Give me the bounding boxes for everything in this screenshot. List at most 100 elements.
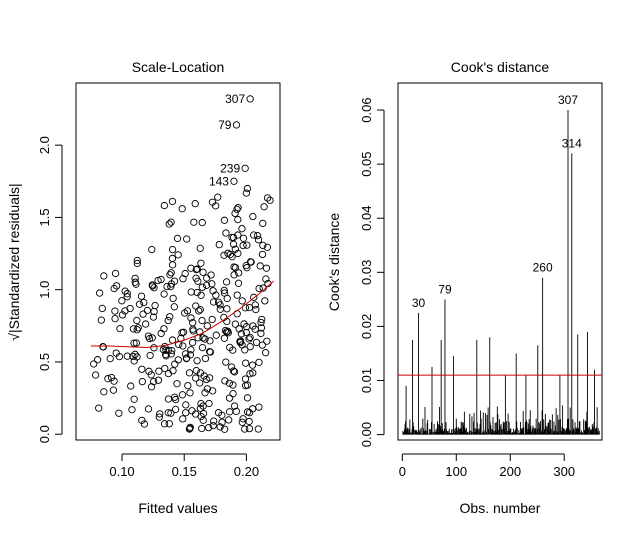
scale-location-point <box>214 298 223 306</box>
scale-location-point <box>255 284 263 293</box>
scale-location-point <box>185 369 194 377</box>
scale-location-point <box>203 274 211 282</box>
scale-location-point <box>162 346 170 354</box>
scale-location-point <box>208 315 216 324</box>
scale-location-y-tick-label: 0.5 <box>37 353 52 371</box>
scale-location-point <box>231 263 240 272</box>
scale-location-point <box>185 425 194 433</box>
scale-location-point <box>173 234 182 243</box>
cooks-distance-x-tick-label: 300 <box>553 464 575 479</box>
scale-location-point <box>252 338 261 347</box>
scale-location-point <box>239 241 247 250</box>
scale-location-point <box>104 375 112 383</box>
scale-location-point <box>235 269 243 277</box>
scale-location-point <box>165 420 173 428</box>
scale-location-point <box>266 196 274 204</box>
scale-location-panel: Scale-Location 0.10 0.15 0.20 0.0 0.5 1.0 1.5… <box>6 59 281 516</box>
cooks-distance-y-tick-label: 0.03 <box>359 260 374 285</box>
scale-location-point <box>209 298 218 306</box>
scale-location-point <box>220 289 229 297</box>
scale-location-point <box>214 409 223 417</box>
scale-location-point <box>262 264 271 272</box>
scale-location-point <box>220 251 228 259</box>
scale-location-point <box>139 310 147 318</box>
cooks-distance-y-tick-label: 0.05 <box>359 151 374 176</box>
scale-location-point <box>100 272 108 280</box>
scale-location-point <box>245 424 254 433</box>
scale-location-point <box>164 316 172 325</box>
scale-location-point <box>134 324 142 332</box>
scale-location-point <box>198 316 206 325</box>
scale-location-point <box>199 268 207 276</box>
scale-location-point <box>131 278 139 286</box>
scale-location-outlier-point <box>232 121 241 129</box>
scale-location-point <box>234 215 242 224</box>
scale-location-point <box>220 334 229 342</box>
scale-location-point <box>138 377 146 386</box>
scale-location-point <box>123 290 131 298</box>
scale-location-point <box>199 416 207 424</box>
scale-location-point <box>234 279 243 287</box>
scale-location-point <box>257 318 265 327</box>
scale-location-point <box>118 297 126 305</box>
scale-location-point <box>166 313 174 321</box>
scale-location-point <box>112 282 121 290</box>
scale-location-point <box>231 320 240 328</box>
cooks-distance-point-label: 30 <box>412 296 426 310</box>
scale-location-point <box>148 245 156 254</box>
scale-location-point <box>263 337 271 345</box>
scale-location-point <box>226 250 235 259</box>
scale-location-point <box>230 402 239 410</box>
scale-location-point <box>183 235 191 243</box>
scale-location-point <box>168 197 177 206</box>
scale-location-point <box>168 261 177 269</box>
scale-location-point <box>252 305 260 314</box>
scale-location-point <box>258 341 266 349</box>
scale-location-point <box>246 343 254 351</box>
scale-location-point <box>187 314 195 322</box>
scale-location-point <box>130 395 138 403</box>
scale-location-point <box>111 307 119 315</box>
scale-location-point <box>145 334 154 343</box>
scale-location-y-label: √|Standardized residuals| <box>6 183 22 340</box>
scale-location-point <box>234 204 242 212</box>
cooks-distance-point-label: 260 <box>533 261 553 275</box>
scale-location-point <box>188 338 197 347</box>
scale-location-point <box>118 311 127 319</box>
scale-location-point <box>167 269 175 277</box>
scale-location-point <box>256 262 264 270</box>
scale-location-point <box>151 301 159 310</box>
scale-location-point <box>109 386 118 394</box>
scale-location-point <box>149 313 158 321</box>
scale-location-point <box>202 281 211 289</box>
scale-location-point <box>127 382 135 390</box>
scale-location-point <box>192 366 200 375</box>
scale-location-point <box>199 409 208 418</box>
scale-location-point <box>181 350 190 358</box>
scale-location-point <box>196 305 204 314</box>
scale-location-point <box>160 290 168 298</box>
scale-location-point <box>137 292 146 300</box>
scale-location-point <box>179 342 187 350</box>
scale-location-point <box>225 416 233 424</box>
scale-location-point <box>150 344 158 352</box>
scale-location-point <box>243 184 252 193</box>
scale-location-point <box>107 373 116 382</box>
cooks-distance-panel: Cook's distance 0 100 200 300 0.000.010.020… <box>326 59 603 516</box>
scale-location-point <box>165 220 173 228</box>
scale-location-point <box>243 241 251 249</box>
scale-location-point <box>116 325 124 333</box>
scale-location-point <box>197 399 205 408</box>
scale-location-point <box>130 339 138 347</box>
scale-location-point <box>250 293 258 301</box>
cooks-distance-point-label: 314 <box>562 136 582 150</box>
scale-location-point <box>186 424 194 433</box>
scale-location-point <box>111 314 119 323</box>
scale-location-point <box>123 352 131 360</box>
scale-location-point <box>222 358 230 366</box>
scale-location-point <box>230 368 239 376</box>
scale-location-point <box>133 256 141 265</box>
scale-location-point <box>239 415 247 423</box>
scale-location-point <box>174 251 182 259</box>
